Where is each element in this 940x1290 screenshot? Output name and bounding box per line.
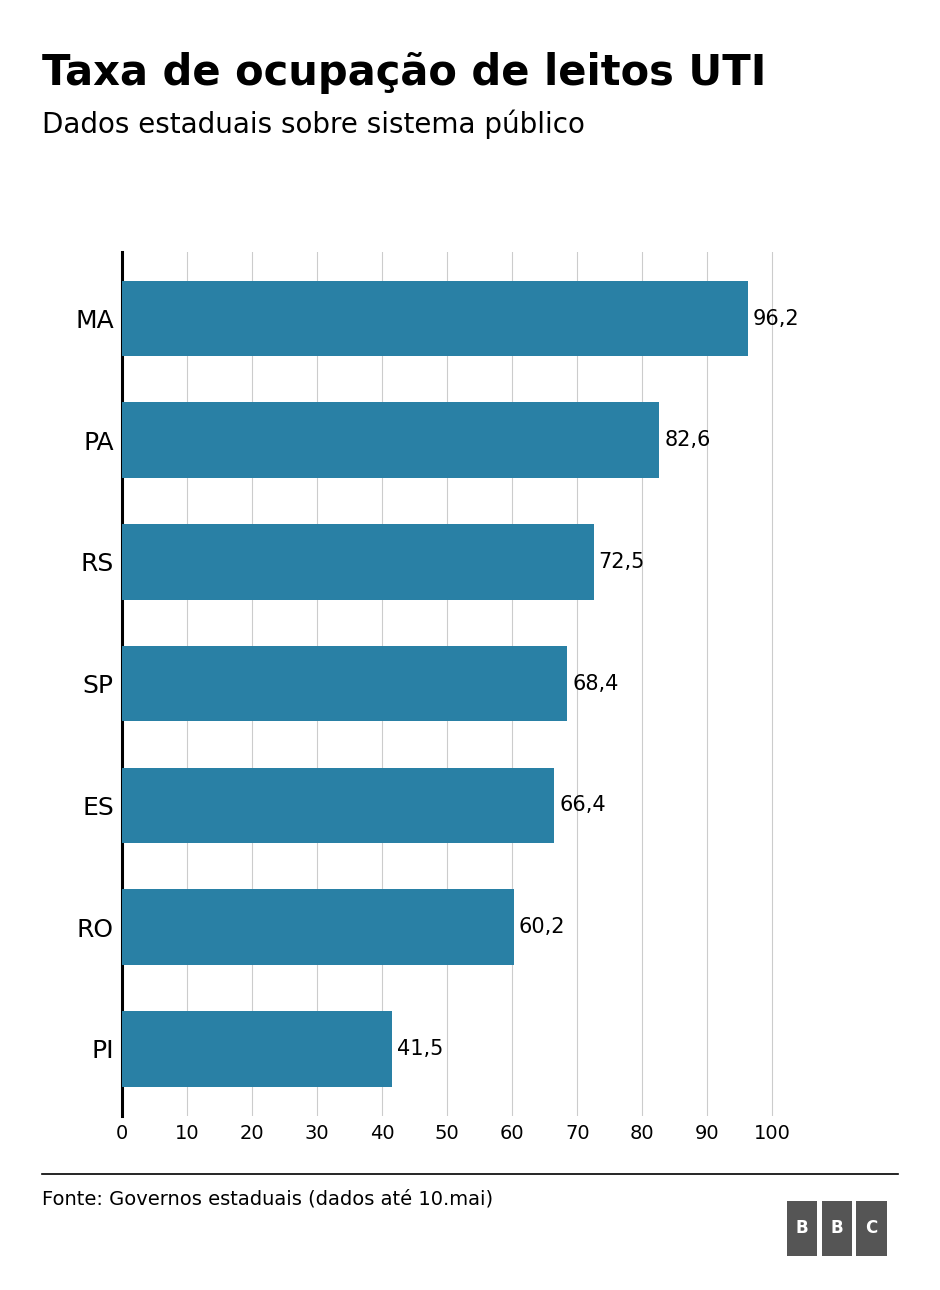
Bar (122, 768, 554, 844)
Bar (122, 281, 747, 356)
Bar (822, 1201, 852, 1255)
Bar (122, 889, 513, 965)
Text: C: C (865, 1219, 878, 1237)
Text: 96,2: 96,2 (753, 308, 799, 329)
Bar (856, 1201, 886, 1255)
Text: Fonte: Governos estaduais (dados até 10.mai): Fonte: Governos estaduais (dados até 10.… (42, 1189, 494, 1209)
Bar (787, 1201, 818, 1255)
Bar (122, 1011, 392, 1086)
Text: 72,5: 72,5 (599, 552, 645, 571)
Text: 68,4: 68,4 (572, 673, 619, 694)
Text: 41,5: 41,5 (398, 1038, 444, 1059)
Text: B: B (796, 1219, 808, 1237)
Bar (122, 402, 659, 479)
Text: Dados estaduais sobre sistema público: Dados estaduais sobre sistema público (42, 110, 586, 139)
Text: Taxa de ocupação de leitos UTI: Taxa de ocupação de leitos UTI (42, 52, 767, 94)
Text: 66,4: 66,4 (559, 796, 605, 815)
Text: 82,6: 82,6 (665, 431, 711, 450)
Text: B: B (830, 1219, 843, 1237)
Bar (122, 646, 567, 721)
Bar (122, 524, 593, 600)
Text: 60,2: 60,2 (519, 917, 565, 937)
